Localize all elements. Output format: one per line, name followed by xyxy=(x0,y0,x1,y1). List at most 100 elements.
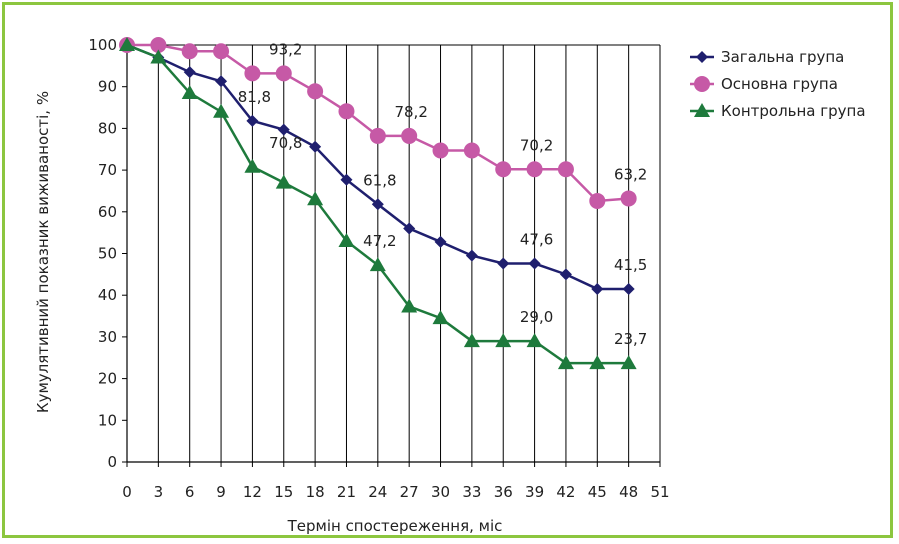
data-point xyxy=(275,65,292,82)
data-point xyxy=(463,333,480,348)
legend-marker xyxy=(694,103,710,117)
data-point xyxy=(589,355,606,370)
x-tick-label: 51 xyxy=(650,483,669,501)
data-label: 29,0 xyxy=(520,308,553,326)
x-tick-label: 27 xyxy=(400,483,419,501)
data-point xyxy=(181,43,198,60)
series-3 xyxy=(119,37,637,370)
y-tick-label: 10 xyxy=(98,411,117,429)
x-tick-label: 3 xyxy=(154,483,164,501)
y-tick-label: 100 xyxy=(88,36,117,54)
x-tick-label: 39 xyxy=(525,483,544,501)
data-point xyxy=(369,127,386,144)
x-tick-label: 48 xyxy=(619,483,638,501)
data-labels: 93,2 81,8 78,2 70,8 61,8 47,2 70,2 47,6 29,0 63,2… xyxy=(238,40,648,348)
data-point xyxy=(150,37,167,53)
data-point xyxy=(495,333,512,348)
data-point xyxy=(497,257,510,270)
legend-label: Контрольна група xyxy=(721,102,866,120)
legend: Загальна група Основна група Контрольна гр… xyxy=(690,48,866,120)
x-tick-label: 15 xyxy=(274,483,293,501)
data-point xyxy=(591,282,604,295)
data-point xyxy=(401,298,418,313)
data-point xyxy=(432,142,449,159)
data-point xyxy=(557,161,574,178)
x-tick-label: 9 xyxy=(216,483,226,501)
data-point xyxy=(338,103,355,120)
y-tick-label: 40 xyxy=(98,286,117,304)
series-2 xyxy=(119,37,637,209)
x-tick-label: 36 xyxy=(494,483,513,501)
x-tick-label: 42 xyxy=(556,483,575,501)
data-point xyxy=(432,310,449,325)
data-point xyxy=(589,192,606,209)
data-point xyxy=(526,333,543,348)
data-label: 61,8 xyxy=(363,171,396,189)
legend-item-1: Загальна група xyxy=(690,48,844,66)
x-tick-label: 18 xyxy=(306,483,325,501)
data-label: 78,2 xyxy=(394,103,427,121)
data-point xyxy=(463,142,480,159)
data-point xyxy=(307,83,324,100)
data-label: 47,2 xyxy=(363,232,396,250)
y-tick-label: 90 xyxy=(98,78,117,96)
data-point xyxy=(275,174,292,189)
data-point xyxy=(246,114,259,127)
data-point xyxy=(369,257,386,272)
x-tick-label: 21 xyxy=(337,483,356,501)
x-tick-label: 30 xyxy=(431,483,450,501)
data-point xyxy=(528,257,541,270)
y-tick-label: 50 xyxy=(98,245,117,263)
y-tick-label: 0 xyxy=(107,453,117,471)
data-point xyxy=(213,103,230,118)
data-label: 70,8 xyxy=(269,134,302,152)
data-point xyxy=(181,84,198,99)
y-tick-label: 70 xyxy=(98,161,117,179)
data-point xyxy=(307,191,324,206)
legend-label: Основна група xyxy=(721,75,838,93)
series-lines xyxy=(119,37,637,370)
y-tick-label: 60 xyxy=(98,203,117,221)
data-label: 63,2 xyxy=(614,165,647,183)
data-point xyxy=(309,140,322,153)
data-point xyxy=(401,127,418,144)
data-point xyxy=(215,75,228,88)
y-tick-label: 80 xyxy=(98,119,117,137)
data-point xyxy=(620,190,637,207)
data-label: 23,7 xyxy=(614,330,647,348)
chart-frame xyxy=(2,2,893,538)
y-tick-label: 20 xyxy=(98,370,117,388)
data-point xyxy=(371,198,384,211)
legend-marker xyxy=(694,76,710,92)
x-axis-title: Термін спостереження, міс xyxy=(287,517,503,535)
data-point xyxy=(150,49,167,64)
data-point xyxy=(244,158,261,173)
data-point xyxy=(277,123,290,136)
y-tick-label: 30 xyxy=(98,328,117,346)
x-tick-label: 24 xyxy=(368,483,387,501)
data-point xyxy=(557,355,574,370)
x-tick-label: 6 xyxy=(185,483,195,501)
data-point xyxy=(340,173,353,186)
data-point xyxy=(620,355,637,370)
series-1 xyxy=(121,39,635,295)
legend-marker xyxy=(696,51,708,63)
data-point xyxy=(403,222,416,235)
legend-item-2: Основна група xyxy=(690,75,838,93)
data-point xyxy=(465,249,478,262)
x-tick-label: 33 xyxy=(462,483,481,501)
x-tick-label: 45 xyxy=(588,483,607,501)
data-point xyxy=(338,232,355,247)
legend-item-3: Контрольна група xyxy=(690,102,866,120)
x-tick-label: 0 xyxy=(122,483,132,501)
data-label: 47,6 xyxy=(520,231,553,249)
data-point xyxy=(119,37,135,51)
data-point xyxy=(622,282,635,295)
data-point xyxy=(495,161,512,178)
data-point xyxy=(183,66,196,79)
legend-label: Загальна група xyxy=(721,48,844,66)
data-point xyxy=(434,235,447,248)
data-point xyxy=(559,268,572,281)
